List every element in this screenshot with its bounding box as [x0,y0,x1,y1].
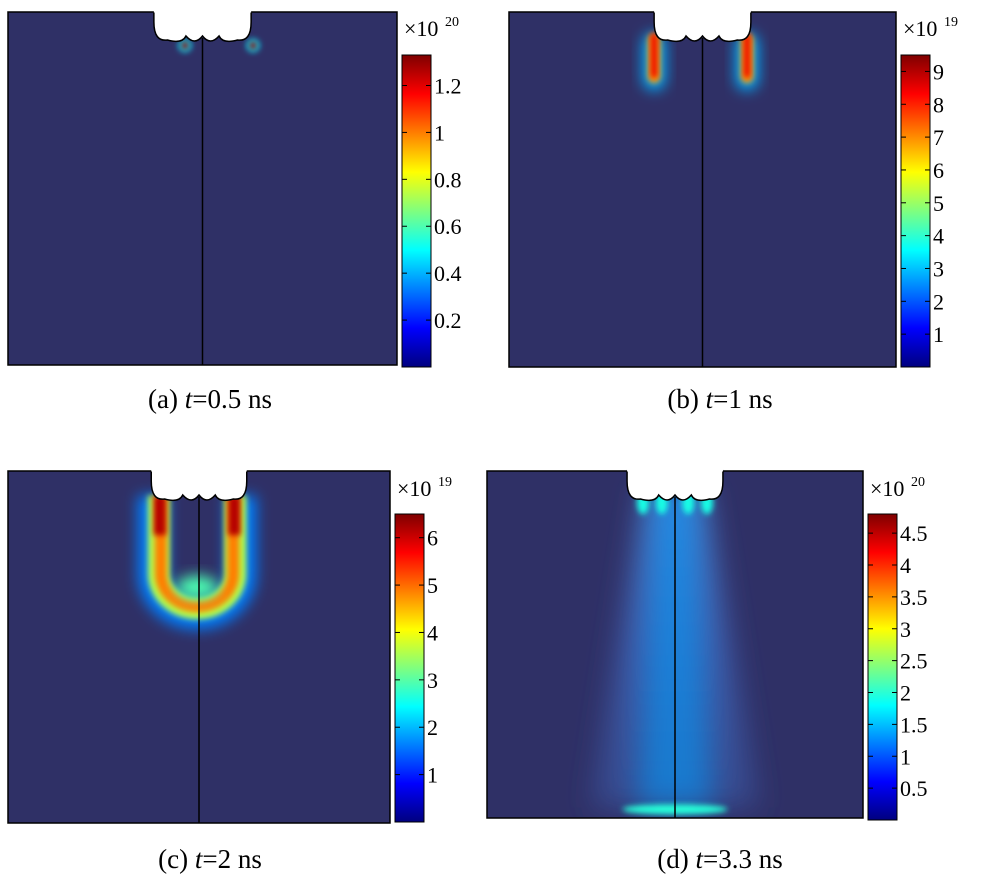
panel-caption: (a) t=0.5 ns [148,384,272,414]
hotspot [249,41,257,50]
plot-frame [508,11,897,368]
colorbar-tick-label: 2 [427,715,438,740]
electrode [626,469,724,502]
caption-tag: (c) [158,844,195,874]
caption-variable: t [195,844,204,874]
plot-frame [7,470,391,824]
colorbar-tick-label: 4 [933,224,944,249]
panel-c: 1 2 3 4 5 6 ×10 19 (c) t=2 ns [7,468,452,874]
colorbar [900,54,931,368]
caption-equals: = [192,384,207,414]
colorbar-tick-label: 6 [427,526,438,551]
colorbar [401,54,432,368]
colorbar-tick-label: 1.2 [434,73,462,98]
colorbar-tick-label: 0.8 [434,167,462,192]
caption-equals: = [703,844,718,874]
plot-frame [486,470,864,819]
colorbar-tick-label: 0.2 [434,308,462,333]
caption-variable: t [185,384,194,414]
colorbar-tick-label: 5 [427,573,438,598]
colorbar-tick-label: 0.6 [434,214,462,239]
colorbar-tick-label: 4 [427,620,438,645]
colorbar-tick-label: 8 [933,92,944,117]
field-layer [178,38,260,53]
colorbar-tick-label: 1 [933,322,944,347]
colorbar [867,513,898,821]
electrode [150,469,248,502]
colorbar [394,513,425,823]
colorbar-exponent: 20 [911,475,925,490]
caption-value: 0.5 ns [207,384,272,414]
caption-equals: = [202,844,217,874]
colorbar-tick-label: 9 [933,59,944,84]
colorbar-tick-label: 7 [933,125,944,150]
column-core [650,33,658,79]
colorbar-multiplier: ×10 [903,16,937,41]
colorbar-tick-label: 4 [900,553,911,578]
caption-variable: t [695,844,704,874]
u-hot-left [153,495,166,536]
panel-a: 0.2 0.4 0.6 0.8 1 1.2 ×10 20 (a) t=0.5 ns [7,9,462,414]
caption-value: 3.3 ns [718,844,783,874]
panel-caption: (d) t=3.3 ns [657,844,783,874]
colorbar-multiplier: ×10 [397,476,431,501]
colorbar-tick-label: 4.5 [900,521,928,546]
colorbar-exponent: 19 [944,15,958,30]
colorbar-tick-label: 3 [427,668,438,693]
colorbar-tick-label: 1 [900,744,911,769]
colorbar-tick-label: 0.5 [900,776,928,801]
colorbar-tick-label: 2.5 [900,649,928,674]
caption-value: 2 ns [218,844,262,874]
colorbar-tick-label: 2 [900,681,911,706]
caption-equals: = [713,384,728,414]
colorbar-tick-label: 1.5 [900,712,928,737]
colorbar-tick-label: 5 [933,191,944,216]
electrode [153,10,252,43]
panel-d: 0.5 1 1.5 2 2.5 3 3.5 4 4.5 ×10 20 (d) t=3.3 ns [486,468,928,874]
colorbar-tick-label: 1 [434,120,445,145]
colorbar-tick-label: 0.4 [434,261,462,286]
caption-variable: t [706,384,715,414]
colorbar-tick-label: 2 [933,289,944,314]
u-hot-right [228,495,241,536]
electrode [653,10,752,43]
u-inner [176,575,219,599]
field-layer [137,495,257,630]
colorbar-tick-label: 1 [427,763,438,788]
colorbar-multiplier: ×10 [404,16,438,41]
panel-b: 1 2 3 4 5 6 7 8 9 ×10 19 (b) t=1 ns [508,9,958,414]
panel-caption: (c) t=2 ns [158,844,262,874]
panel-caption: (b) t=1 ns [667,384,772,414]
caption-tag: (a) [148,384,185,414]
colorbar-tick-label: 3 [900,617,911,642]
plot-frame [7,11,398,366]
hotspot [181,41,189,50]
u-core [154,495,240,613]
colorbar-tick-label: 3 [933,256,944,281]
colorbar-multiplier: ×10 [870,476,904,501]
field-layer [642,33,759,90]
colorbar-exponent: 20 [445,15,459,30]
caption-value: 1 ns [728,384,772,414]
column-core [743,33,751,79]
caption-tag: (b) [667,384,705,414]
colorbar-tick-label: 3.5 [900,585,928,610]
caption-tag: (d) [657,844,695,874]
colorbar-tick-label: 6 [933,158,944,183]
colorbar-exponent: 19 [438,475,452,490]
